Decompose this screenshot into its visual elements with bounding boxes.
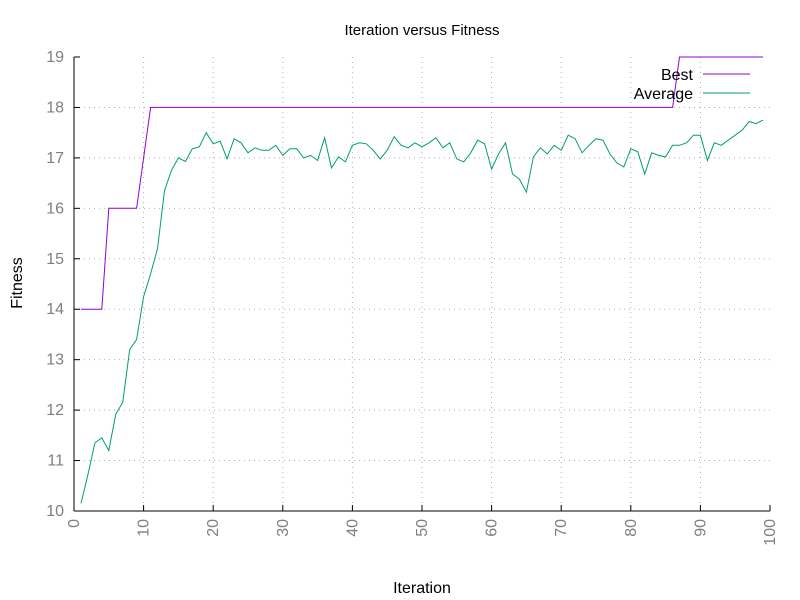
y-tick-label: 19 xyxy=(46,49,64,66)
series xyxy=(80,56,764,504)
x-tick-label: 40 xyxy=(344,519,361,537)
y-tick-label: 16 xyxy=(46,200,64,217)
grid xyxy=(74,57,770,511)
y-tick-label: 10 xyxy=(46,503,64,520)
x-tick-label: 90 xyxy=(692,519,709,537)
x-axis-label: Iteration xyxy=(393,580,451,597)
x-tick-label: 0 xyxy=(66,519,83,528)
x-tick-label: 100 xyxy=(762,519,779,546)
chart-title: Iteration versus Fitness xyxy=(344,22,499,39)
y-tick-label: 13 xyxy=(46,352,64,369)
y-tick-label: 11 xyxy=(47,453,64,470)
x-tick-label: 70 xyxy=(553,519,570,537)
legend-label: Average xyxy=(634,86,693,103)
series-line-average xyxy=(80,119,764,504)
y-tick-label: 17 xyxy=(46,150,64,167)
y-tick-label: 15 xyxy=(46,251,64,268)
y-tick-label: 14 xyxy=(46,301,64,318)
y-tick-label: 18 xyxy=(46,99,64,116)
x-tick-label: 20 xyxy=(205,519,222,537)
tick-labels: 0 10 20 30 40 50 60 70 80 90 100101112131415161718… xyxy=(46,49,779,546)
x-tick-label: 80 xyxy=(623,519,640,537)
legend: Best Average xyxy=(634,67,750,103)
x-tick-label: 10 xyxy=(136,519,153,537)
y-tick-label: 12 xyxy=(46,402,64,419)
series-line-best xyxy=(81,56,763,310)
legend-label: Best xyxy=(661,67,694,84)
y-axis-label: Fitness xyxy=(9,257,26,309)
axes xyxy=(73,56,771,512)
x-tick-label: 30 xyxy=(275,519,292,537)
x-tick-label: 50 xyxy=(414,519,431,537)
x-tick-label: 60 xyxy=(484,519,501,537)
